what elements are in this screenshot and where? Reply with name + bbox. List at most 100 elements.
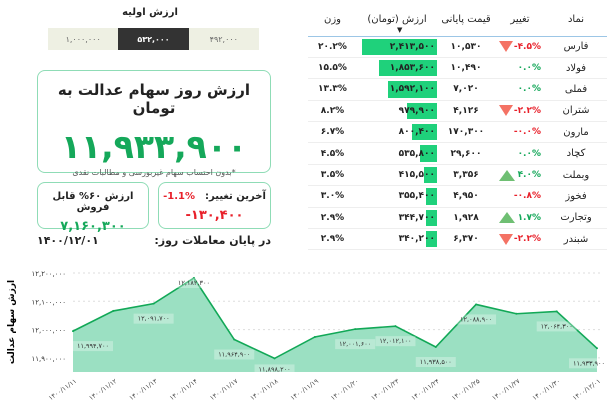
daily-value: ۱۱,۹۳۳,۹۰۰ bbox=[60, 127, 248, 166]
table-row[interactable]: فملی ۰.۰% ۷,۰۲۰ ۱,۵۹۲,۱۰۰ ۱۳.۳% bbox=[308, 78, 607, 101]
cell-price: ۲۹,۶۰۰ bbox=[437, 142, 495, 165]
data-label: ۱۱,۹۳۳,۹۰۰ bbox=[573, 359, 605, 367]
cell-price: ۱۷۰,۳۰۰ bbox=[437, 121, 495, 144]
cell-weight: ۱۵.۵% bbox=[308, 57, 357, 80]
cell-symbol[interactable]: کچاد bbox=[545, 142, 607, 165]
data-label: ۱۲,۰۱۲,۱۰۰ bbox=[379, 337, 411, 345]
cell-weight: ۲.۹% bbox=[308, 207, 357, 230]
cell-change: ۴.۰% bbox=[495, 164, 545, 187]
table-row[interactable]: وتجارت ۱.۷% ۱,۹۲۸ ۳۴۴,۷۰۰ ۲.۹% bbox=[308, 207, 607, 230]
data-point bbox=[515, 312, 518, 315]
sort-desc-icon: ▼ bbox=[397, 25, 403, 34]
value-bar bbox=[424, 166, 437, 184]
value-text: ۳۴۴,۷۰۰ bbox=[398, 212, 435, 223]
data-point bbox=[313, 335, 316, 338]
cell-weight: ۴.۵% bbox=[308, 142, 357, 165]
header-value[interactable]: ارزش (تومان) ▼ bbox=[357, 4, 437, 37]
change-value: -۰.۰% bbox=[513, 127, 541, 138]
table-header: نماد تغییر قیمت پایانی ارزش (تومان) ▼ وزن bbox=[308, 4, 607, 37]
sellable-card: ارزش ۶۰% قابل فروش ۷,۱۶۰,۳۰۰ bbox=[37, 182, 149, 234]
cell-value: ۳۴۴,۷۰۰ bbox=[357, 207, 437, 230]
daily-value-title: ارزش روز سهام عدالت به تومان bbox=[57, 81, 251, 117]
down-arrow-icon bbox=[499, 233, 513, 245]
value-bar bbox=[426, 231, 437, 248]
data-label: ۱۲,۰۹۱,۷۰۰ bbox=[138, 315, 170, 323]
cell-symbol[interactable]: شتران bbox=[545, 100, 607, 123]
down-arrow-icon bbox=[499, 41, 513, 53]
x-tick-label: ۱۴۰۰/۱۱/۲۴ bbox=[410, 377, 441, 402]
table-row[interactable]: مارون -۰.۰% ۱۷۰,۳۰۰ ۸۰۰,۴۰۰ ۶.۷% bbox=[308, 121, 607, 144]
data-point bbox=[555, 310, 558, 313]
last-change-value: -۱۳۰,۴۰۰ bbox=[185, 208, 244, 223]
stocks-table: نماد تغییر قیمت پایانی ارزش (تومان) ▼ وزن… bbox=[308, 4, 607, 251]
x-tick-label: ۱۴۰۰/۱۱/۱۲ bbox=[87, 377, 118, 402]
data-label-bg bbox=[214, 349, 255, 360]
y-tick-label: ۱۲,۰۰۰,۰۰۰ bbox=[31, 327, 66, 335]
cell-price: ۳,۳۵۶ bbox=[437, 164, 495, 187]
cell-price: ۱۰,۵۳۰ bbox=[437, 36, 495, 58]
value-bar bbox=[420, 145, 437, 162]
data-point bbox=[112, 309, 115, 312]
series-line bbox=[72, 276, 598, 360]
option-1000000[interactable]: ۱,۰۰۰,۰۰۰ bbox=[48, 28, 119, 50]
value-text: ۹۷۹,۹۰۰ bbox=[398, 105, 435, 116]
cell-price: ۷,۰۲۰ bbox=[437, 78, 495, 101]
cell-symbol[interactable]: وتجارت bbox=[545, 207, 607, 230]
cell-value: ۲,۴۱۳,۵۰۰ bbox=[357, 36, 437, 58]
cell-symbol[interactable]: فولاد bbox=[545, 57, 607, 80]
cell-change: -۰.۸% bbox=[495, 185, 545, 208]
value-text: ۱,۸۵۳,۶۰۰ bbox=[389, 63, 435, 74]
data-label-bg bbox=[173, 278, 214, 289]
cell-weight: ۶.۷% bbox=[308, 121, 357, 144]
header-weight[interactable]: وزن bbox=[308, 4, 357, 37]
down-arrow-icon bbox=[499, 105, 513, 117]
cell-change: -۴.۵% bbox=[495, 36, 545, 58]
cell-value: ۸۰۰,۴۰۰ bbox=[357, 121, 437, 144]
cell-weight: ۳.۵% bbox=[308, 164, 357, 187]
data-label: ۱۱,۹۳۸,۵۰۰ bbox=[420, 358, 452, 366]
cell-symbol[interactable]: فارس bbox=[545, 36, 607, 58]
value-chart: ۱۱,۹۰۰,۰۰۰ ۱۲,۰۰۰,۰۰۰ ۱۲,۱۰۰,۰۰۰ ۱۲,۲۰۰,۰۰۰… bbox=[7, 270, 607, 402]
change-value: ۰.۰% bbox=[517, 63, 541, 74]
last-change-card: آخرین تغییر: -1.1% -۱۳۰,۴۰۰ bbox=[158, 182, 271, 229]
data-label-bg bbox=[375, 336, 416, 347]
x-tick-label: ۱۴۰۰/۱۱/۲۷ bbox=[490, 377, 521, 402]
header-change[interactable]: تغییر bbox=[495, 4, 545, 37]
y-tick-label: ۱۲,۲۰۰,۰۰۰ bbox=[31, 270, 66, 278]
cell-value: ۳۵۵,۴۰۰ bbox=[357, 185, 437, 208]
cell-symbol[interactable]: فخوز bbox=[545, 185, 607, 208]
header-price[interactable]: قیمت پایانی bbox=[437, 4, 495, 37]
option-532000[interactable]: ۵۳۲,۰۰۰ bbox=[118, 28, 189, 50]
cell-symbol[interactable]: وبملت bbox=[545, 164, 607, 187]
x-tick-label: ۱۴۰۰/۱۱/۱۱ bbox=[47, 377, 78, 402]
table-row[interactable]: وبملت ۴.۰% ۳,۳۵۶ ۴۱۵,۵۰۰ ۳.۵% bbox=[308, 164, 607, 187]
value-bar bbox=[387, 81, 437, 98]
sellable-label: ارزش ۶۰% قابل فروش bbox=[52, 191, 134, 213]
y-tick-label: ۱۲,۱۰۰,۰۰۰ bbox=[31, 298, 66, 306]
cell-symbol[interactable]: شبندر bbox=[545, 228, 607, 251]
x-tick-label: ۱۴۰۰/۱۲/۰۱ bbox=[571, 377, 602, 402]
data-point bbox=[72, 330, 74, 333]
header-value-label: ارزش (تومان) bbox=[367, 14, 427, 26]
cell-price: ۱۰,۴۹۰ bbox=[437, 57, 495, 80]
data-label-bg bbox=[536, 321, 577, 332]
change-value: ۱.۷% bbox=[517, 212, 541, 223]
table-row[interactable]: فارس -۴.۵% ۱۰,۵۳۰ ۲,۴۱۳,۵۰۰ ۲۰.۲% bbox=[308, 36, 607, 58]
daily-value-note: *بدون احتساب سهام غیربورسی و مطالبات نقد… bbox=[72, 168, 236, 177]
table-row[interactable]: شبندر -۲.۲% ۶,۳۷۰ ۳۴۰,۲۰۰ ۲.۹% bbox=[308, 228, 607, 251]
x-tick-label: ۱۴۰۰/۱۱/۲۵ bbox=[450, 377, 481, 402]
option-492000[interactable]: ۴۹۲,۰۰۰ bbox=[188, 28, 259, 50]
value-bar bbox=[426, 188, 437, 205]
cell-symbol[interactable]: مارون bbox=[545, 121, 607, 144]
initial-value-selector[interactable]: ۱,۰۰۰,۰۰۰ ۵۳۲,۰۰۰ ۴۹۲,۰۰۰ bbox=[48, 28, 259, 50]
header-symbol[interactable]: نماد bbox=[545, 4, 607, 37]
cell-price: ۶,۳۷۰ bbox=[437, 228, 495, 251]
cell-weight: ۲.۹% bbox=[308, 228, 357, 251]
table-row[interactable]: شتران -۲.۲% ۴,۱۲۶ ۹۷۹,۹۰۰ ۸.۲% bbox=[308, 100, 607, 123]
x-tick-label: ۱۴۰۰/۱۱/۱۸ bbox=[249, 377, 280, 402]
cell-symbol[interactable]: فملی bbox=[545, 78, 607, 101]
table-row[interactable]: کچاد ۰.۰% ۲۹,۶۰۰ ۵۳۵,۸۰۰ ۴.۵% bbox=[308, 142, 607, 165]
table-row[interactable]: فولاد ۰.۰% ۱۰,۴۹۰ ۱,۸۵۳,۶۰۰ ۱۵.۵% bbox=[308, 57, 607, 80]
change-value: -۴.۵% bbox=[513, 41, 541, 52]
table-row[interactable]: فخوز -۰.۸% ۴,۹۵۰ ۳۵۵,۴۰۰ ۳.۰% bbox=[308, 185, 607, 208]
